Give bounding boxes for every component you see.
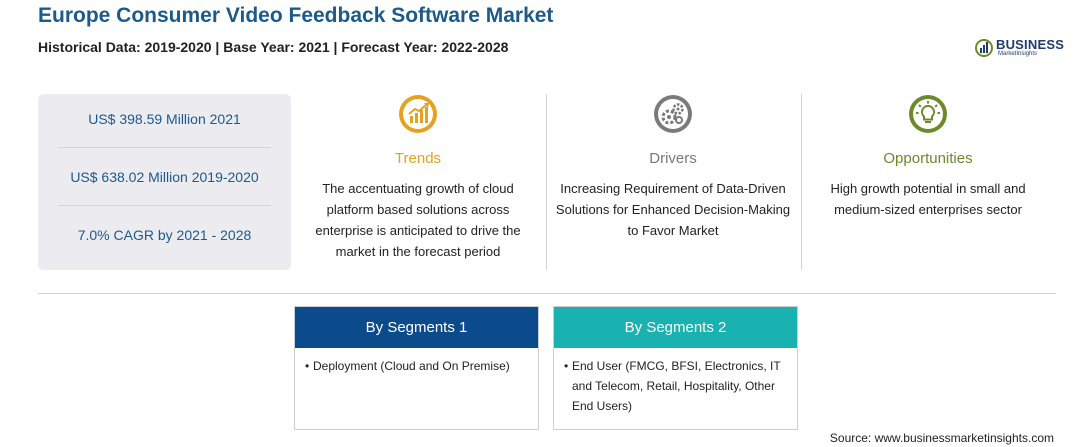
growth-chart-icon — [399, 95, 437, 133]
logo-subtext: MarketInsights — [998, 51, 1038, 57]
lightbulb-icon — [909, 95, 947, 133]
bullet-icon: • — [305, 359, 310, 373]
stat-divider — [58, 205, 271, 206]
trends-text: The accentuating growth of cloud platfor… — [315, 181, 521, 259]
business-market-insights-logo: BUSINESS MarketInsights — [974, 36, 1064, 60]
segment-box-2: By Segments 2 • End User (FMCG, BFSI, El… — [553, 306, 798, 430]
segment-2-item: End User (FMCG, BFSI, Electronics, IT an… — [572, 359, 781, 413]
segment-box-1: By Segments 1 • Deployment (Cloud and On… — [294, 306, 539, 430]
segment-1-list: • Deployment (Cloud and On Premise) — [295, 348, 538, 376]
opportunities-text: High growth potential in small and mediu… — [830, 181, 1026, 217]
trends-title: Trends — [394, 150, 442, 167]
source-credit: Source: www.businessmarketinsights.com — [829, 431, 1054, 445]
section-divider — [38, 293, 1056, 294]
logo-wordmark: BUSINESS — [996, 37, 1065, 52]
column-divider — [546, 94, 547, 270]
stat-market-value-2021: US$ 398.59 Million 2021 — [88, 111, 241, 127]
segment-1-title: By Segments 1 — [295, 307, 538, 348]
key-stats-panel: US$ 398.59 Million 2021 US$ 638.02 Milli… — [38, 94, 291, 270]
opportunities-title: Opportunities — [883, 150, 973, 167]
page-subtitle: Historical Data: 2019-2020 | Base Year: … — [38, 39, 509, 55]
drivers-text: Increasing Requirement of Data-Driven So… — [555, 181, 791, 238]
gears-icon — [654, 95, 692, 133]
stat-market-value-historical: US$ 638.02 Million 2019-2020 — [70, 169, 259, 185]
segment-1-item: Deployment (Cloud and On Premise) — [313, 359, 510, 373]
page-title: Europe Consumer Video Feedback Software … — [38, 4, 554, 27]
stat-divider — [58, 147, 271, 148]
logo-globe-icon — [975, 39, 993, 57]
drivers-title: Drivers — [649, 150, 697, 167]
stat-cagr: 7.0% CAGR by 2021 - 2028 — [77, 227, 252, 243]
segment-2-title: By Segments 2 — [554, 307, 797, 348]
column-divider — [801, 94, 802, 270]
segment-2-list: • End User (FMCG, BFSI, Electronics, IT … — [554, 348, 797, 416]
bullet-icon: • — [564, 359, 569, 373]
